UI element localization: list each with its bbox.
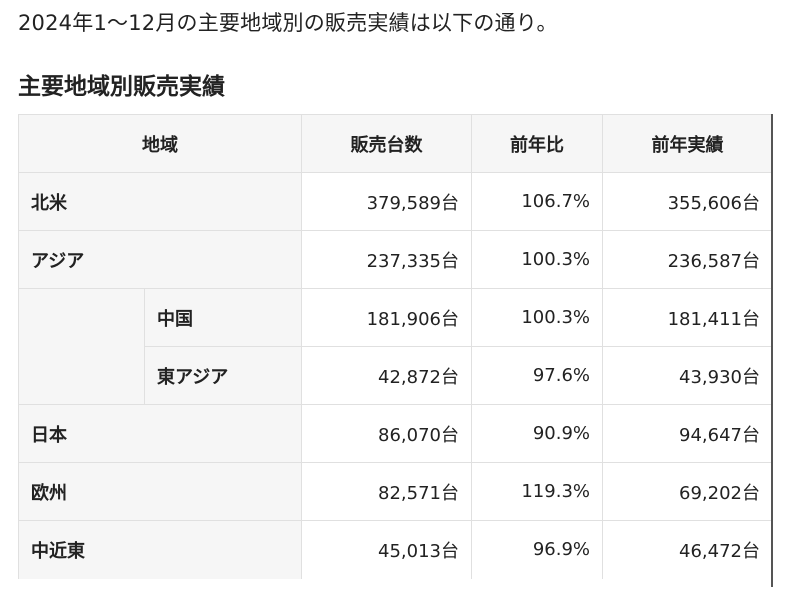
prev-cell: 94,647台 (602, 404, 773, 463)
prev-cell: 181,411台 (602, 288, 773, 347)
yoy-cell: 106.7% (471, 172, 603, 231)
region-cell: アジア (18, 230, 302, 289)
yoy-cell: 97.6% (471, 346, 603, 405)
prev-cell: 43,930台 (602, 346, 773, 405)
yoy-cell: 100.3% (471, 288, 603, 347)
table-row: 日本 86,070台 90.9% 94,647台 (18, 404, 773, 463)
table-row: 中国 181,906台 100.3% 181,411台 (18, 288, 773, 405)
table-header-row: 地域 販売台数 前年比 前年実績 (18, 114, 773, 173)
header-sales: 販売台数 (301, 114, 472, 173)
table-right-border (771, 114, 773, 587)
yoy-cell: 96.9% (471, 520, 603, 579)
sub-region-cell: 東アジア (144, 346, 302, 405)
sales-cell: 379,589台 (301, 172, 472, 231)
header-yoy: 前年比 (471, 114, 603, 173)
sales-cell: 82,571台 (301, 462, 472, 521)
section-heading: 主要地域別販売実績 (18, 74, 225, 100)
sales-cell: 86,070台 (301, 404, 472, 463)
region-cell: 北米 (18, 172, 302, 231)
sales-table: 地域 販売台数 前年比 前年実績 北米 379,589台 106.7% 355,… (18, 114, 773, 579)
region-cell: 中近東 (18, 520, 302, 579)
table-row: 北米 379,589台 106.7% 355,606台 (18, 172, 773, 231)
table-row: 東アジア 42,872台 97.6% 43,930台 (19, 346, 773, 405)
table-row: 欧州 82,571台 119.3% 69,202台 (18, 462, 773, 521)
intro-text: 2024年1〜12月の主要地域別の販売実績は以下の通り。 (18, 11, 558, 35)
prev-cell: 46,472台 (602, 520, 773, 579)
sales-cell: 237,335台 (301, 230, 472, 289)
yoy-cell: 100.3% (471, 230, 603, 289)
header-region: 地域 (18, 114, 302, 173)
sales-cell: 181,906台 (301, 288, 472, 347)
prev-cell: 69,202台 (602, 462, 773, 521)
header-prev: 前年実績 (602, 114, 773, 173)
region-cell: 欧州 (18, 462, 302, 521)
sub-region-cell: 中国 (144, 288, 302, 347)
prev-cell: 236,587台 (602, 230, 773, 289)
yoy-cell: 90.9% (471, 404, 603, 463)
prev-cell: 355,606台 (602, 172, 773, 231)
yoy-cell: 119.3% (471, 462, 603, 521)
table-row: アジア 237,335台 100.3% 236,587台 (18, 230, 773, 289)
region-cell: 日本 (18, 404, 302, 463)
sales-cell: 42,872台 (301, 346, 472, 405)
sales-cell: 45,013台 (301, 520, 472, 579)
region-spacer-cell (18, 288, 145, 405)
table-row: 中近東 45,013台 96.9% 46,472台 (18, 520, 773, 579)
